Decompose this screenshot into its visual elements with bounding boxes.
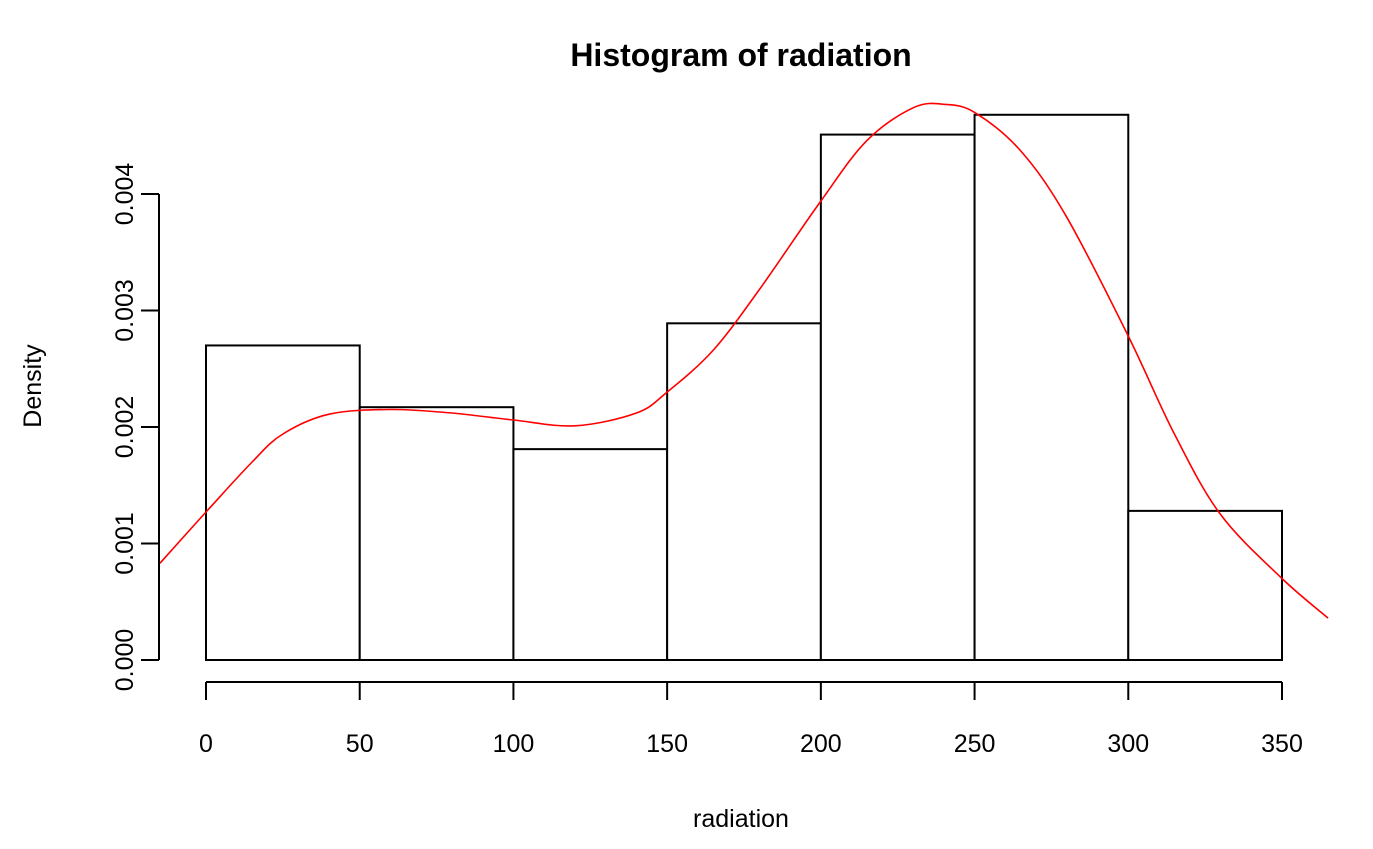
x-axis-label: radiation <box>693 805 789 833</box>
x-tick-label-6: 300 <box>1107 730 1149 758</box>
y-tick-label-2: 0.002 <box>111 396 139 459</box>
histogram-bar-4 <box>819 133 976 661</box>
histogram-bar-6 <box>1127 509 1284 661</box>
x-axis: 0 50 100 150 200 250 300 350 <box>199 681 1303 758</box>
y-tick-label-1: 0.001 <box>111 512 139 575</box>
chart-title: Histogram of radiation <box>570 37 911 73</box>
x-tick-label-2: 100 <box>493 730 535 758</box>
histogram-bar-2 <box>512 448 669 662</box>
histogram-bar-0 <box>205 344 361 661</box>
x-tick-label-1: 50 <box>346 730 374 758</box>
histogram-bar-3 <box>666 322 822 661</box>
x-tick-label-0: 0 <box>199 730 213 758</box>
y-tick-label-0: 0.000 <box>111 629 139 692</box>
x-tick-label-4: 200 <box>800 730 842 758</box>
x-tick-label-3: 150 <box>646 730 688 758</box>
histogram-bar-1 <box>358 406 515 661</box>
y-axis-label: Density <box>19 344 47 428</box>
y-axis: 0.000 0.001 0.002 0.003 0.004 <box>111 163 160 692</box>
density-curve-group <box>159 102 1329 619</box>
y-tick-label-4: 0.004 <box>111 163 139 226</box>
x-tick-label-7: 350 <box>1261 730 1303 758</box>
y-tick-label-3: 0.003 <box>111 279 139 342</box>
x-tick-label-5: 250 <box>954 730 996 758</box>
density-curve <box>159 102 1329 619</box>
histogram-bar-5 <box>973 113 1130 661</box>
histogram-bars <box>205 113 1284 662</box>
